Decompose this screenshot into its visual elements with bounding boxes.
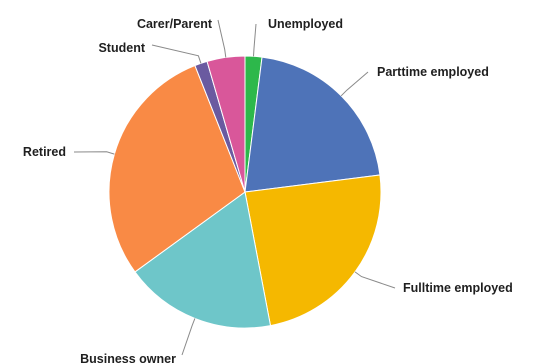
slice-label-fulltime-employed: Fulltime employed [403,281,513,295]
leader-line-carer-parent [217,19,227,58]
slice-label-unemployed: Unemployed [268,17,343,31]
slice-labels: Unemployed Parttime employed Fulltime empl… [23,17,513,364]
pie-slice-parttime-employed [244,56,381,193]
pie-slices [108,55,382,329]
leader-lines [73,19,396,356]
leader-line-unemployed [253,23,257,57]
leader-line-retired [73,151,115,155]
leader-line-fulltime-employed [354,271,396,289]
leader-line-business-owner [181,318,196,356]
slice-label-business-owner: Business owner [80,352,176,364]
slice-label-student: Student [98,41,145,55]
leader-line-parttime-employed [340,71,369,97]
slice-label-carer-parent: Carer/Parent [137,17,213,31]
slice-label-retired: Retired [23,145,66,159]
slice-label-parttime-employed: Parttime employed [377,65,489,79]
leader-line-student [151,44,202,64]
